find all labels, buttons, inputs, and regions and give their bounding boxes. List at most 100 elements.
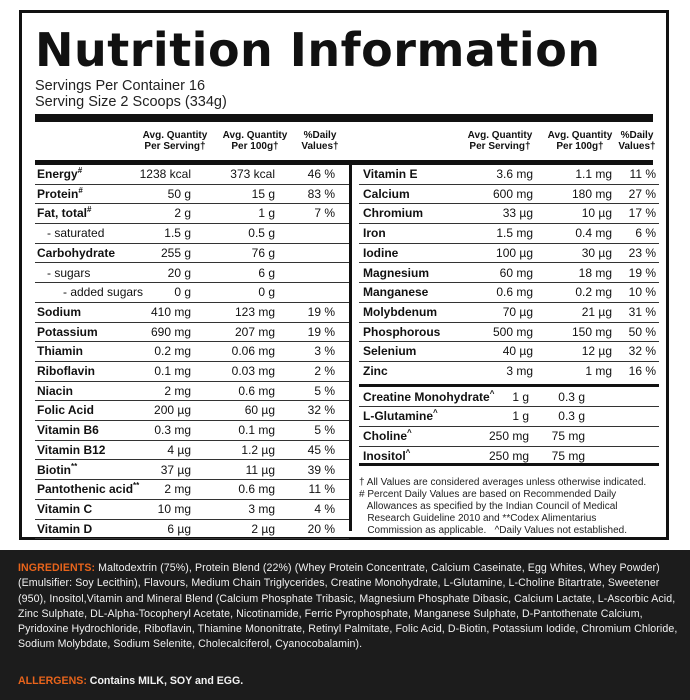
per-serving-value: 1 g bbox=[512, 409, 529, 424]
per-100g-value: 0.1 mg bbox=[238, 423, 275, 438]
per-serving-value: 255 g bbox=[160, 245, 191, 260]
nutrient-name-text: Creatine Monohydrate bbox=[363, 389, 490, 404]
nutrient-name-text: Energy bbox=[37, 167, 78, 181]
daily-value: 46 % bbox=[307, 167, 335, 181]
daily-value: 11 % bbox=[629, 167, 656, 181]
daily-value: 31 % bbox=[628, 304, 656, 319]
per-100g-value: 12 µg bbox=[581, 344, 612, 359]
per-100g-value: 0.4 mg bbox=[575, 226, 612, 241]
per-100g-value: 30 µg bbox=[581, 245, 612, 260]
footnote-line: Allowances as specified by the Indian Co… bbox=[359, 500, 618, 512]
nutrient-row: Pantothenic acid** 2 mg 0.6 mg 11 % bbox=[35, 480, 349, 500]
daily-value: 23 % bbox=[628, 245, 656, 260]
daily-value: 10 % bbox=[628, 285, 656, 300]
header-rule bbox=[35, 160, 653, 165]
right-section-rule bbox=[359, 383, 659, 387]
nutrient-name: Fat, total# bbox=[37, 204, 91, 223]
nutrient-name-text: Sodium bbox=[37, 304, 81, 319]
nutrient-name: Manganese bbox=[363, 283, 428, 302]
per-serving-value: 6 µg bbox=[167, 521, 191, 536]
nutrient-mark: ** bbox=[133, 481, 140, 491]
nutrient-row: Vitamin B12 4 µg 1.2 µg 45 % bbox=[35, 441, 349, 461]
nutrient-row: Sodium 410 mg 123 mg 19 % bbox=[35, 303, 349, 323]
per-serving-value: 100 µg bbox=[496, 245, 533, 260]
nutrient-name: Riboflavin bbox=[37, 362, 95, 381]
nutrient-name-text: Protein bbox=[37, 186, 79, 201]
per-serving-value: 0 g bbox=[174, 285, 191, 300]
daily-value: 11 % bbox=[308, 482, 335, 497]
nutrient-name-text: Carbohydrate bbox=[37, 245, 116, 260]
per-serving-value: 410 mg bbox=[150, 304, 191, 319]
daily-value: 27 % bbox=[628, 186, 656, 201]
daily-value: 50 % bbox=[628, 324, 656, 339]
per-100g-value: 0.06 mg bbox=[231, 344, 275, 359]
nutrient-name-text: - added sugars bbox=[63, 285, 144, 300]
per-serving-value: 1238 kcal bbox=[139, 167, 191, 181]
nutrient-name: Zinc bbox=[363, 362, 388, 381]
nutrient-row: - added sugars 0 g 0 g bbox=[35, 283, 349, 303]
per-serving-value: 1.5 mg bbox=[496, 226, 533, 241]
nutrient-name-text: Pantothenic acid bbox=[37, 482, 134, 497]
nutrient-name-text: - saturated bbox=[47, 226, 105, 241]
nutrient-row: Riboflavin 0.1 mg 0.03 mg 2 % bbox=[35, 362, 349, 382]
daily-value: 16 % bbox=[628, 364, 656, 378]
per-serving-value: 1.5 g bbox=[164, 226, 191, 241]
nutrient-name: Niacin bbox=[37, 382, 73, 401]
per-serving-value: 37 µg bbox=[160, 462, 191, 477]
per-100g-value: 150 mg bbox=[571, 324, 612, 339]
per-serving-value: 40 µg bbox=[502, 344, 533, 359]
nutrient-row: Manganese 0.6 mg 0.2 mg 10 % bbox=[359, 283, 659, 303]
daily-value: 39 % bbox=[307, 462, 335, 477]
per-serving-value: 690 mg bbox=[150, 324, 191, 339]
header-per-serving-left: Avg. Quantity Per Serving† bbox=[142, 130, 208, 152]
nutrient-name-text: Biotin bbox=[37, 462, 71, 477]
nutrient-name: Inositol^ bbox=[363, 447, 410, 466]
nutrient-mark: ^ bbox=[405, 447, 411, 457]
daily-value: 4 % bbox=[314, 501, 335, 516]
per-100g-value: 0.03 mg bbox=[231, 364, 275, 378]
per-100g-value: 60 µg bbox=[244, 403, 275, 418]
nutrient-name: Vitamin D bbox=[37, 520, 92, 539]
nutrient-row: Magnesium 60 mg 18 mg 19 % bbox=[359, 264, 659, 284]
nutrient-name: Molybdenum bbox=[363, 303, 437, 322]
daily-value: 20 % bbox=[307, 521, 335, 536]
nutrient-name-text: Fat, total bbox=[37, 206, 87, 221]
nutrient-row: Folic Acid 200 µg 60 µg 32 % bbox=[35, 401, 349, 422]
per-serving-value: 0.1 mg bbox=[154, 364, 191, 378]
per-100g-value: 75 mg bbox=[551, 448, 585, 463]
nutrient-name: Vitamin B12 bbox=[37, 441, 105, 460]
nutrient-row: Niacin 2 mg 0.6 mg 5 % bbox=[35, 382, 349, 402]
per-100g-value: 207 mg bbox=[234, 324, 275, 339]
nutrient-name: Iodine bbox=[363, 244, 398, 263]
column-headers: Avg. Quantity Per Serving† Avg. Quantity… bbox=[35, 127, 656, 165]
per-100g-value: 0.6 mg bbox=[238, 383, 275, 398]
nutrient-mark: ^ bbox=[433, 408, 438, 418]
per-serving-value: 600 mg bbox=[492, 186, 533, 201]
footnote-line: Research Guideline 2010 and **Codex Alim… bbox=[359, 512, 597, 524]
nutrient-row: L-Glutamine^ 1 g 0.3 g bbox=[359, 407, 659, 428]
nutrient-name: Choline^ bbox=[363, 427, 412, 446]
nutrient-name-text: Zinc bbox=[363, 364, 388, 378]
nutrient-name-text: Potassium bbox=[37, 324, 98, 339]
nutrient-name: L-Glutamine^ bbox=[363, 407, 438, 426]
per-serving-value: 250 mg bbox=[488, 448, 529, 463]
per-100g-value: 15 g bbox=[251, 186, 275, 201]
per-100g-value: 1.1 mg bbox=[575, 167, 612, 181]
ingredients: INGREDIENTS: Maltodextrin (75%), Protein… bbox=[18, 561, 678, 653]
per-100g-value: 2 µg bbox=[251, 521, 275, 536]
per-100g-value: 11 µg bbox=[245, 462, 275, 477]
nutrient-mark: # bbox=[87, 205, 92, 215]
nutrient-name-text: Iodine bbox=[363, 245, 399, 260]
nutrient-name: Carbohydrate bbox=[37, 244, 115, 263]
nutrient-name-text: Magnesium bbox=[363, 265, 430, 280]
nutrient-name-text: - sugars bbox=[47, 265, 91, 280]
nutrient-name: Sodium bbox=[37, 303, 81, 322]
ingredients-label: INGREDIENTS: bbox=[18, 562, 96, 574]
per-serving-value: 70 µg bbox=[502, 304, 533, 319]
daily-value: 7 % bbox=[314, 206, 335, 221]
nutrient-name-text: Inositol bbox=[363, 448, 406, 463]
per-100g-value: 1.2 µg bbox=[241, 442, 275, 457]
nutrient-name-text: Vitamin C bbox=[37, 501, 93, 516]
ingredients-text: Maltodextrin (75%), Protein Blend (22%) … bbox=[18, 562, 678, 651]
